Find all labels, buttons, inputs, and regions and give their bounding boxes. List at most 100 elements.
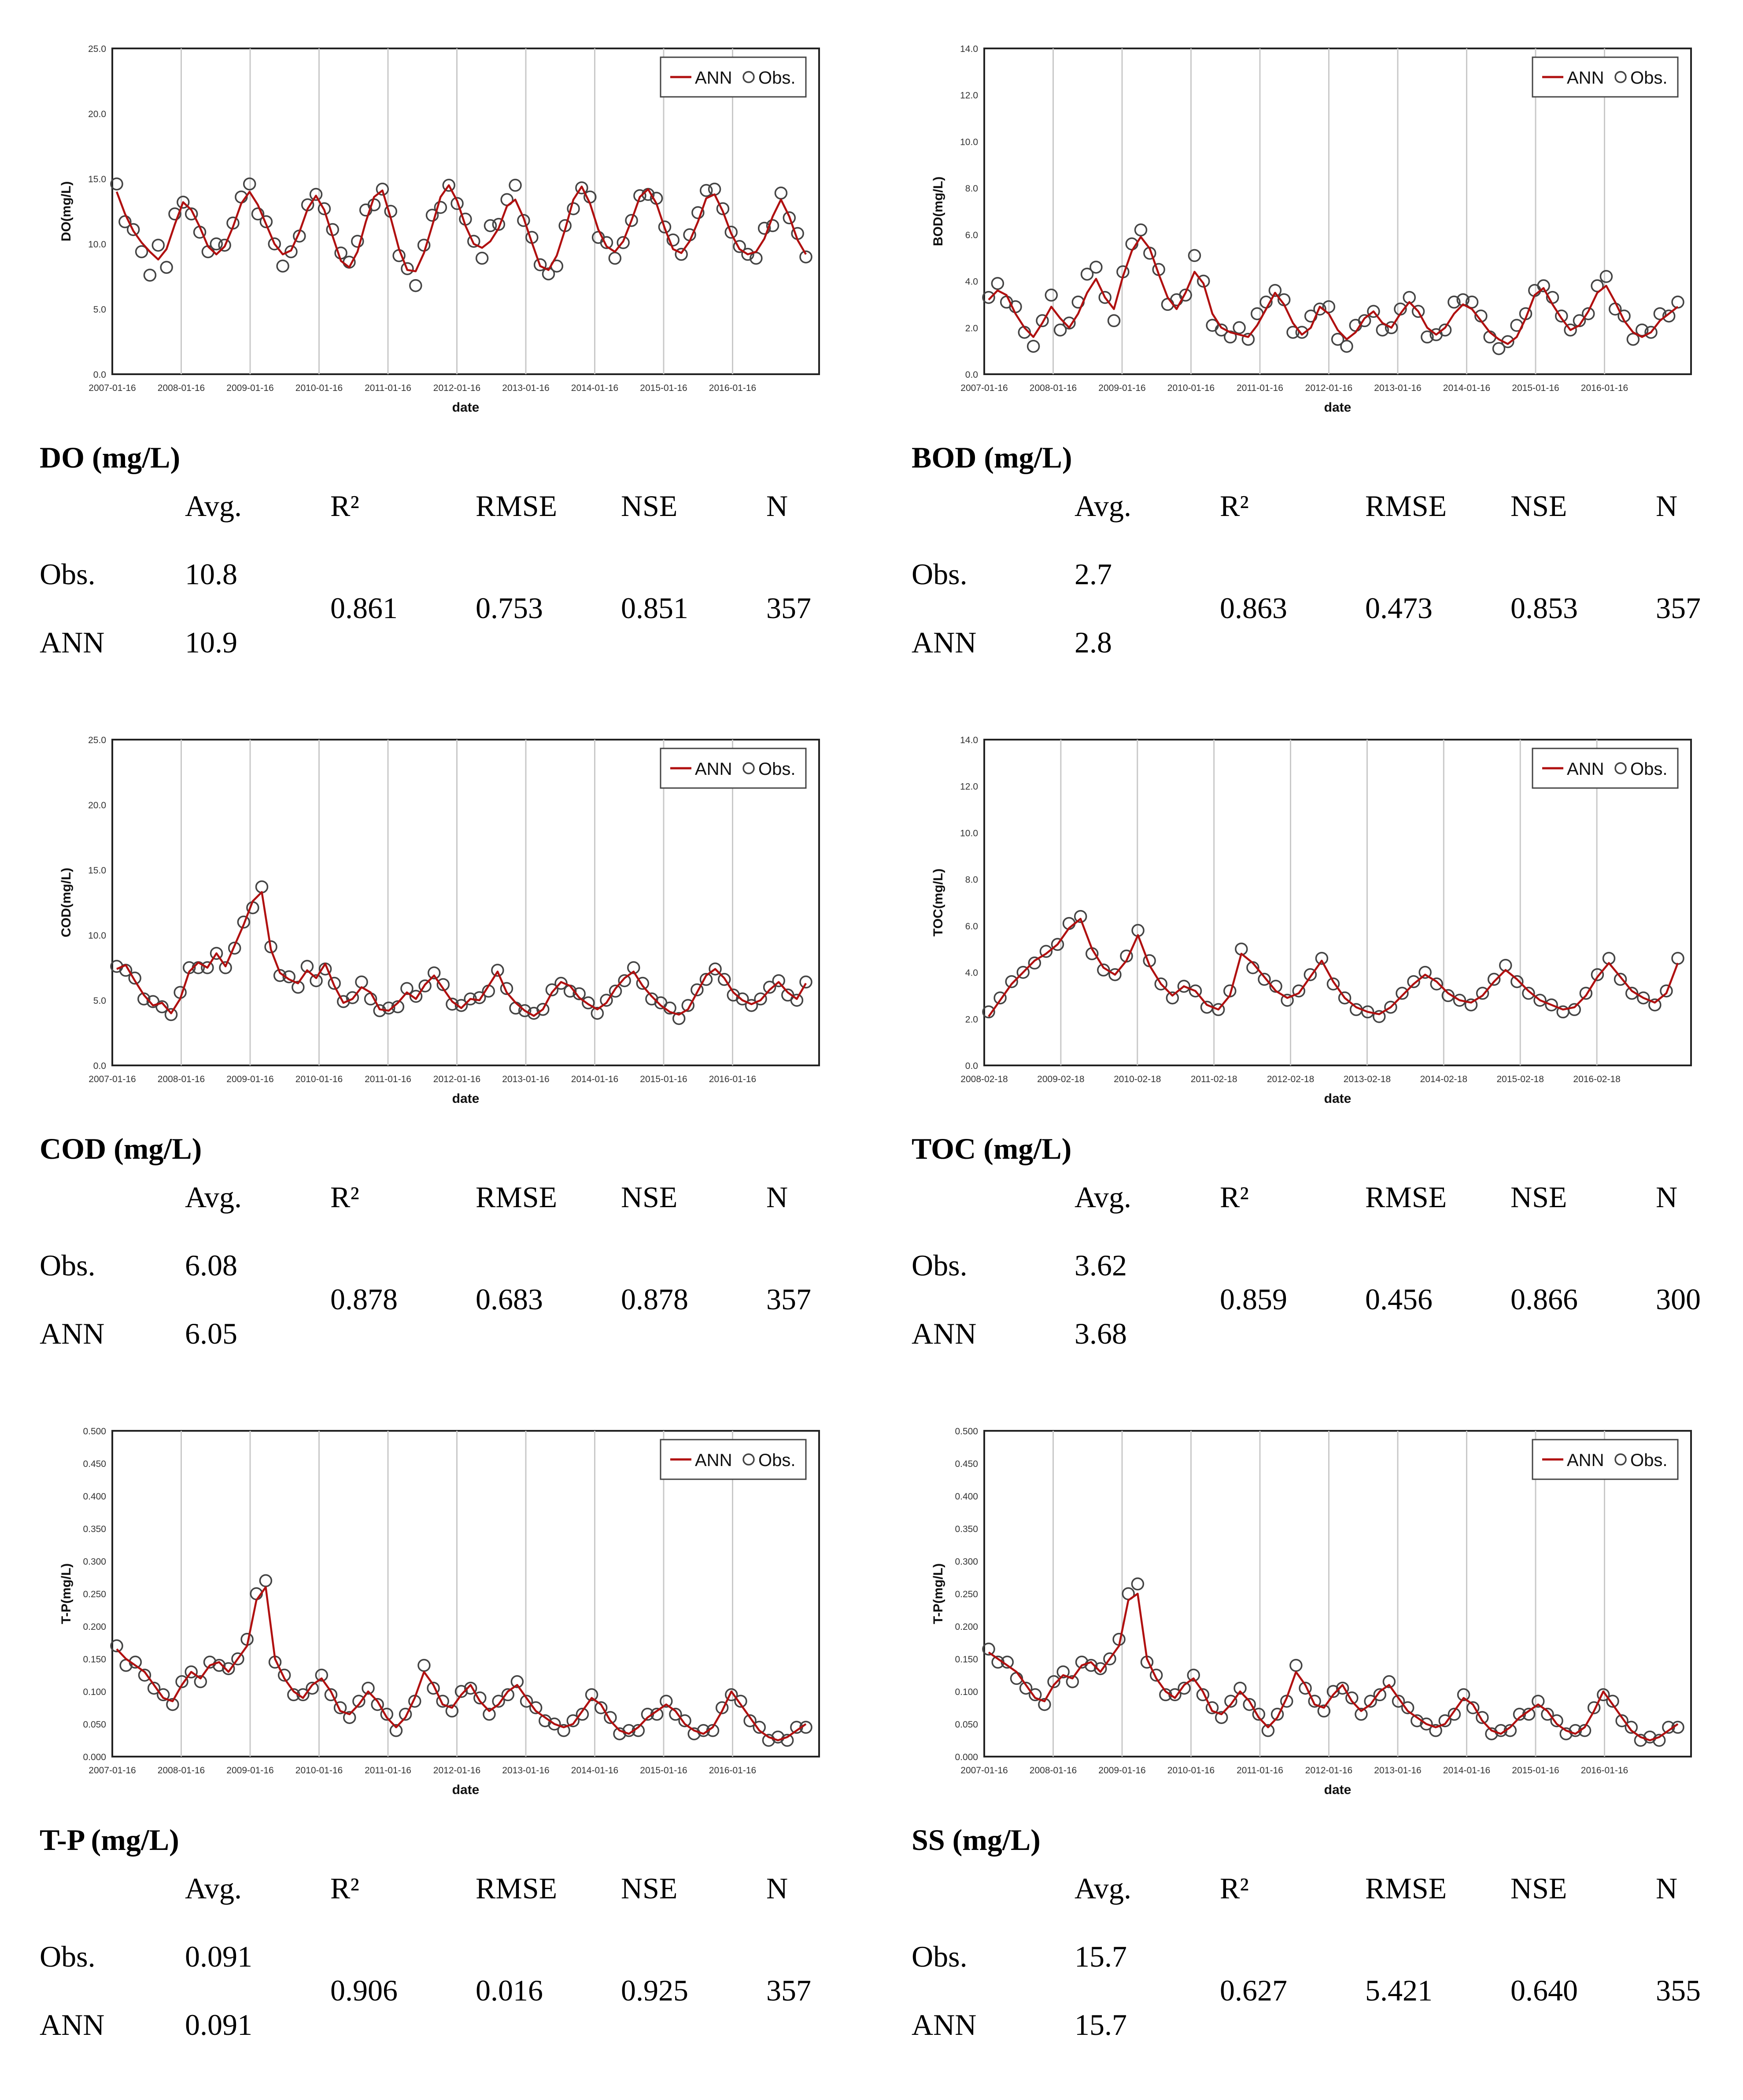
stats-n: 357 [1656,591,1701,625]
obs-point [678,1714,691,1728]
obs-point [733,240,746,253]
stats-rmse: 5.421 [1365,1974,1433,2007]
obs-point [371,1698,384,1711]
obs-point [1094,1662,1107,1675]
obs-point [1317,1704,1331,1718]
obs-point [982,1643,995,1656]
obs-point [1438,323,1452,337]
y-tick-label: 0.500 [83,1426,106,1437]
legend-obs-swatch [1614,1453,1627,1466]
obs-point [351,235,364,248]
obs-point [1591,279,1604,292]
x-tick-label: 2015-01-16 [640,1074,687,1084]
obs-point [1660,984,1673,998]
stats-obs-avg: 3.62 [1075,1249,1127,1282]
x-tick-label: 2016-02-18 [1573,1074,1620,1084]
obs-point [446,998,459,1011]
x-tick-label: 2007-01-16 [960,1765,1008,1776]
obs-point [1336,1681,1349,1695]
obs-point [1453,994,1466,1007]
obs-point [1644,326,1658,339]
obs-point [1430,977,1443,991]
obs-point [467,235,480,248]
x-tick-label: 2012-01-16 [1305,383,1352,393]
stats-n: 357 [766,591,811,625]
stats-row-ann-label: ANN [912,626,977,659]
obs-point [687,1727,701,1740]
obs-point [427,1681,440,1695]
y-tick-label: 0.250 [955,1589,978,1599]
stats-header-rmse: RMSE [1365,1180,1447,1214]
obs-point [783,211,796,225]
obs-point [1224,1695,1237,1708]
obs-point [1074,910,1087,923]
obs-point [436,978,450,991]
obs-point [772,974,785,987]
obs-point [613,1727,626,1740]
obs-point [128,971,141,985]
ss-svg: 2007-01-16 2008-01-16 2009-01-16 2010-01-16… [931,1426,1692,1797]
x-tick-label: 2007-01-16 [960,383,1008,393]
x-tick-label: 2008-01-16 [158,1765,205,1776]
obs-point [1626,332,1640,346]
obs-point [464,1681,477,1695]
obs-point [633,189,646,203]
stats-header-rmse: RMSE [476,1180,558,1214]
obs-point [1457,1688,1470,1702]
stats-header-avg: Avg. [185,1872,242,1905]
x-axis-label: date [452,400,480,415]
obs-point [625,214,638,227]
obs-point [1537,279,1550,292]
obs-point [753,1721,766,1734]
stats-header-n: N [1656,489,1678,523]
obs-point [1295,326,1309,339]
obs-point [1385,321,1398,335]
ann-series-line [988,1592,1679,1742]
obs-point [380,1708,394,1721]
obs-point [376,182,389,196]
obs-point [473,991,486,1004]
obs-point [427,966,441,980]
obs-point [168,207,181,221]
stats-header-nse: NSE [1510,489,1567,523]
x-tick-label: 2007-01-16 [89,1074,136,1084]
obs-point [1177,980,1191,993]
obs-point [1485,1727,1498,1740]
obs-point [780,1734,794,1747]
obs-point [212,1659,226,1672]
x-tick-label: 2016-01-16 [709,1765,756,1776]
obs-point [575,181,588,195]
obs-point [717,973,731,986]
legend-ann-label: ANN [1567,759,1604,779]
x-tick-label: 2008-02-18 [960,1074,1008,1084]
stats-n: 357 [766,1282,811,1316]
obs-point [138,1669,151,1682]
obs-point [1448,1708,1461,1721]
obs-point [1591,968,1604,981]
obs-point [418,979,432,993]
stats-header-nse: NSE [621,1180,678,1214]
obs-point [203,1655,217,1669]
stats-nse: 0.878 [621,1282,688,1316]
stats-row-obs-label: Obs. [912,1940,968,1973]
obs-point [1154,977,1167,991]
obs-point [609,984,622,998]
stats-header-rmse: RMSE [476,1872,558,1905]
x-tick-label: 2009-02-18 [1037,1074,1084,1084]
stats-nse: 0.640 [1510,1974,1578,2007]
obs-point [1652,1734,1666,1747]
obs-point [1448,295,1461,309]
obs-point [672,1012,686,1025]
obs-point [1098,291,1112,304]
x-tick-label: 2010-02-18 [1114,1074,1161,1084]
stats-r2: 0.863 [1220,591,1287,625]
obs-point [1019,1681,1033,1695]
stats-row-obs-label: Obs. [912,557,968,591]
stats-row-ann-label: ANN [40,2008,105,2041]
y-tick-label: 15.0 [88,866,106,876]
obs-point [164,1008,178,1021]
obs-point [1476,1711,1489,1724]
stats-header-nse: NSE [1510,1180,1567,1214]
x-tick-label: 2013-01-16 [502,1074,549,1084]
obs-point [757,221,771,235]
